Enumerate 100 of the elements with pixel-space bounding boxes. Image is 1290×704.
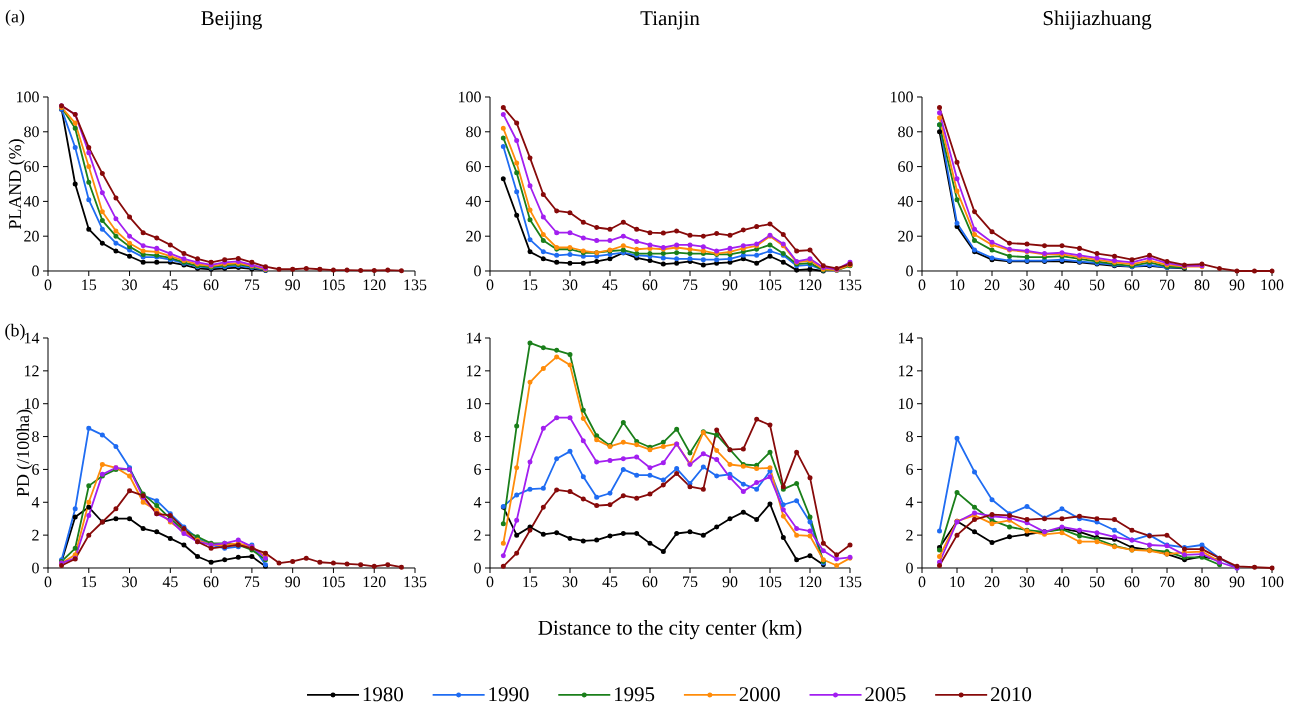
chart-title: Tianjin [640, 11, 700, 30]
y-tick-label: 80 [466, 126, 481, 138]
legend-label: 2000 [739, 687, 780, 702]
x-tick-label: 50 [1089, 279, 1105, 291]
x-tick-label: 40 [1054, 279, 1070, 291]
x-tick-label: 105 [322, 279, 345, 291]
y-tick-label: 6 [474, 464, 482, 475]
x-tick-label: 20 [984, 576, 1000, 588]
y-tick-label: 2 [906, 529, 913, 541]
x-tick-label: 60 [203, 279, 219, 291]
x-tick-label: 40 [1054, 576, 1070, 588]
x-tick-label: 90 [285, 576, 301, 588]
x-tick-label: 100 [1261, 279, 1284, 291]
x-tick-label: 80 [1194, 279, 1210, 291]
y-tick-label: 4 [473, 497, 482, 508]
y-tick-label: 40 [23, 196, 39, 207]
y-tick-label: 8 [32, 431, 39, 442]
x-tick-label: 45 [162, 576, 178, 588]
x-tick-label: 120 [363, 576, 386, 588]
x-tick-label: 0 [918, 279, 926, 291]
x-tick-label: 30 [122, 576, 137, 588]
x-tick-label: 30 [1019, 279, 1035, 291]
x-tick-label: 0 [918, 576, 926, 588]
text: (b) [5, 323, 25, 341]
x-tick-label: 60 [203, 576, 219, 588]
x-tick-label: 60 [1124, 576, 1140, 588]
y-tick-label: 40 [897, 196, 913, 207]
y-tick-label: 80 [898, 126, 913, 138]
y-tick-label: 12 [24, 365, 39, 377]
y-tick-label: 60 [898, 161, 913, 172]
chart-title: Shijiazhuang [1043, 10, 1152, 30]
x-tick-label: 75 [244, 576, 260, 588]
x-tick-label: 105 [322, 576, 345, 588]
y-tick-label: 0 [474, 562, 481, 574]
x-tick-label: 50 [1089, 576, 1105, 588]
y-tick-label: 8 [474, 431, 481, 442]
x-tick-label: 90 [722, 576, 738, 588]
x-tick-label: 90 [1229, 279, 1245, 291]
x-tick-label: 60 [1124, 279, 1140, 291]
y-tick-label: 20 [24, 230, 39, 242]
x-tick-label: 105 [759, 576, 782, 588]
y-tick-label: 4 [31, 497, 40, 508]
x-tick-label: 60 [642, 279, 658, 291]
x-tick-label: 30 [122, 279, 137, 291]
x-tick-label: 70 [1160, 279, 1175, 291]
x-tick-label: 135 [839, 576, 862, 588]
y-tick-label: 40 [465, 196, 481, 207]
x-tick-label: 0 [486, 576, 494, 588]
x-tick-label: 60 [642, 576, 658, 588]
x-tick-label: 15 [523, 576, 538, 588]
y-tick-label: 60 [24, 161, 39, 172]
x-tick-label: 120 [799, 576, 822, 588]
y-axis-title: PD (/100ha) [16, 409, 33, 497]
x-tick-label: 135 [404, 576, 427, 588]
x-tick-label: 90 [285, 279, 301, 291]
x-tick-label: 0 [44, 279, 52, 291]
y-tick-label: 0 [32, 265, 39, 277]
x-tick-label: 45 [602, 279, 618, 291]
x-tick-label: 15 [82, 576, 97, 588]
x-tick-label: 70 [1160, 576, 1175, 588]
x-tick-label: 30 [562, 279, 578, 291]
legend-label: 2005 [865, 687, 906, 702]
y-tick-label: 20 [466, 230, 481, 242]
y-tick-label: 0 [906, 265, 913, 277]
x-tick-label: 120 [363, 279, 386, 291]
legend-label: 1990 [489, 687, 529, 702]
y-tick-label: 10 [24, 398, 39, 410]
x-axis-title: Distance to the city center (km) [538, 620, 802, 640]
legend-label: 1995 [615, 687, 655, 702]
x-tick-label: 90 [1229, 576, 1245, 588]
x-tick-label: 135 [404, 279, 427, 291]
x-tick-label: 75 [683, 279, 698, 291]
x-tick-label: 30 [562, 576, 578, 588]
x-tick-label: 105 [759, 279, 782, 291]
y-tick-label: 20 [898, 230, 913, 242]
x-tick-label: 80 [1194, 576, 1210, 588]
y-tick-label: 2 [32, 529, 39, 541]
x-tick-label: 100 [1261, 576, 1284, 588]
x-tick-label: 20 [984, 279, 1000, 291]
y-tick-label: 100 [890, 91, 913, 103]
y-tick-label: 0 [906, 562, 913, 574]
y-tick-label: 12 [466, 365, 481, 377]
legend-label: 1980 [363, 687, 403, 702]
x-tick-label: 15 [82, 279, 97, 291]
y-axis-title: PLAND (%) [8, 139, 25, 230]
y-tick-label: 2 [474, 529, 481, 541]
x-tick-label: 135 [839, 279, 862, 291]
y-tick-label: 10 [898, 398, 913, 410]
y-tick-label: 6 [906, 464, 914, 475]
x-tick-label: 90 [722, 279, 738, 291]
legend-label: 2010 [990, 687, 1032, 702]
x-tick-label: 0 [486, 279, 494, 291]
chart-title: Beijing [201, 11, 262, 30]
text: (a) [5, 9, 25, 27]
x-tick-label: 10 [950, 576, 965, 588]
x-tick-label: 45 [602, 576, 618, 588]
y-tick-label: 100 [458, 91, 481, 103]
y-tick-label: 0 [32, 562, 39, 574]
y-tick-label: 0 [474, 265, 481, 277]
y-tick-label: 10 [466, 398, 481, 410]
